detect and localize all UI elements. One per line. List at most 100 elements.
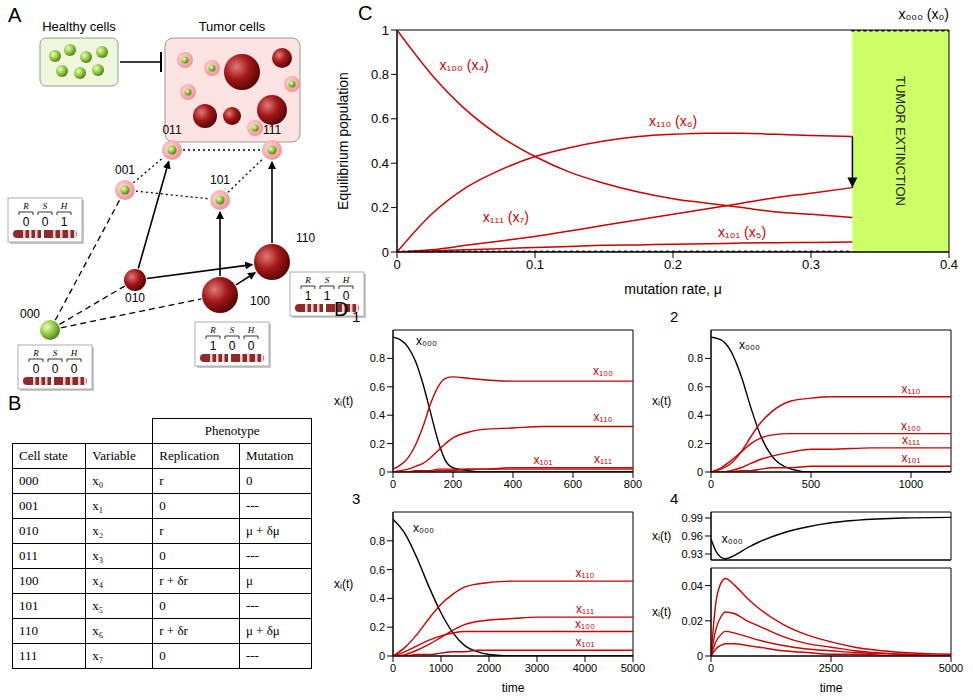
svg-text:0: 0 — [33, 362, 40, 376]
svg-text:000: 000 — [20, 307, 40, 321]
svg-text:x₁₀₀: x₁₀₀ — [575, 617, 595, 631]
svg-text:0.8: 0.8 — [370, 352, 385, 364]
svg-text:S: S — [325, 275, 330, 285]
svg-text:0.2: 0.2 — [371, 200, 389, 215]
svg-text:H: H — [60, 201, 68, 211]
svg-text:200: 200 — [444, 478, 462, 490]
svg-text:0.96: 0.96 — [682, 530, 703, 542]
svg-text:H: H — [247, 325, 255, 335]
svg-text:0.6: 0.6 — [370, 381, 385, 393]
svg-text:1: 1 — [210, 339, 217, 353]
svg-text:R: R — [32, 348, 39, 358]
svg-text:Healthy cells: Healthy cells — [42, 19, 116, 34]
svg-text:0.2: 0.2 — [664, 257, 682, 272]
svg-text:0.4: 0.4 — [371, 156, 389, 171]
svg-text:x₁₀₁: x₁₀₁ — [533, 453, 552, 467]
svg-text:1: 1 — [305, 289, 312, 303]
svg-text:R: R — [22, 201, 29, 211]
svg-text:S: S — [53, 348, 58, 358]
svg-text:x₀₀₀: x₀₀₀ — [739, 338, 760, 352]
svg-text:100: 100 — [250, 294, 270, 308]
svg-text:0.93: 0.93 — [682, 548, 703, 560]
svg-text:0: 0 — [390, 478, 396, 490]
svg-text:0: 0 — [71, 362, 78, 376]
svg-text:0: 0 — [379, 466, 385, 478]
svg-text:time: time — [820, 681, 843, 694]
svg-text:011: 011 — [162, 123, 181, 137]
svg-text:0.04: 0.04 — [682, 580, 703, 592]
svg-text:2000: 2000 — [477, 662, 501, 674]
svg-text:x₁₀₁: x₁₀₁ — [901, 451, 920, 465]
svg-text:x₀₀₀: x₀₀₀ — [722, 532, 743, 546]
svg-text:x₁₀₀: x₁₀₀ — [593, 364, 613, 378]
svg-text:x₁₁₁: x₁₁₁ — [594, 452, 612, 466]
svg-text:0: 0 — [379, 650, 385, 662]
svg-text:0: 0 — [382, 245, 389, 260]
svg-text:0.8: 0.8 — [371, 67, 389, 82]
svg-text:0: 0 — [708, 478, 714, 490]
svg-text:0: 0 — [697, 466, 703, 478]
svg-text:4000: 4000 — [573, 662, 597, 674]
svg-text:x₁₀₁ (x₅): x₁₀₁ (x₅) — [718, 224, 766, 240]
svg-text:0: 0 — [697, 650, 703, 662]
svg-text:1000: 1000 — [899, 478, 923, 490]
svg-text:010: 010 — [125, 291, 145, 305]
svg-text:x₁₀₀ (x₄): x₁₀₀ (x₄) — [440, 57, 489, 73]
svg-text:0.02: 0.02 — [682, 615, 703, 627]
svg-text:mutation rate, μ: mutation rate, μ — [624, 281, 722, 297]
svg-text:110: 110 — [296, 231, 315, 245]
svg-text:0.2: 0.2 — [688, 438, 703, 450]
svg-text:600: 600 — [564, 478, 582, 490]
svg-text:800: 800 — [624, 478, 642, 490]
svg-text:0.99: 0.99 — [682, 512, 703, 524]
svg-text:x₁₁₀: x₁₁₀ — [901, 382, 920, 396]
svg-text:5000: 5000 — [621, 662, 645, 674]
svg-text:0.4: 0.4 — [370, 409, 385, 421]
svg-text:2500: 2500 — [819, 662, 843, 674]
svg-text:0: 0 — [708, 662, 714, 674]
svg-text:x₀₀₀: x₀₀₀ — [416, 334, 437, 348]
svg-text:0.4: 0.4 — [688, 409, 703, 421]
svg-text:0.3: 0.3 — [802, 257, 820, 272]
svg-text:x₀₀₀: x₀₀₀ — [413, 521, 434, 535]
svg-text:0.8: 0.8 — [688, 352, 703, 364]
svg-text:R: R — [209, 325, 216, 335]
svg-text:0: 0 — [42, 215, 49, 229]
svg-text:500: 500 — [802, 478, 820, 490]
svg-text:S: S — [230, 325, 235, 335]
svg-text:S: S — [43, 201, 48, 211]
svg-text:0.6: 0.6 — [688, 381, 703, 393]
svg-text:x₁₁₁: x₁₁₁ — [576, 602, 594, 616]
svg-text:0.6: 0.6 — [370, 564, 385, 576]
svg-text:1: 1 — [382, 23, 389, 38]
svg-text:3000: 3000 — [525, 662, 549, 674]
svg-text:x₁₁₀ (x₆): x₁₁₀ (x₆) — [649, 113, 697, 129]
svg-text:x₁₁₀: x₁₁₀ — [575, 566, 594, 580]
svg-text:R: R — [304, 275, 311, 285]
svg-text:Equilibrium population: Equilibrium population — [335, 72, 351, 210]
svg-text:0.4: 0.4 — [940, 257, 958, 272]
svg-text:x₁₁₁ (x₇): x₁₁₁ (x₇) — [483, 209, 529, 225]
svg-text:TUMOR EXTINCTION: TUMOR EXTINCTION — [893, 76, 908, 206]
svg-text:Tumor cells: Tumor cells — [199, 19, 266, 34]
svg-text:0.8: 0.8 — [370, 535, 385, 547]
svg-text:0.1: 0.1 — [526, 257, 544, 272]
svg-text:001: 001 — [115, 163, 135, 177]
svg-text:x₁₀₁: x₁₀₁ — [575, 635, 594, 649]
svg-text:1: 1 — [61, 215, 68, 229]
svg-text:1: 1 — [324, 289, 331, 303]
svg-text:0.4: 0.4 — [370, 592, 385, 604]
svg-text:0: 0 — [52, 362, 59, 376]
svg-text:0: 0 — [393, 257, 400, 272]
svg-text:0.6: 0.6 — [371, 111, 389, 126]
svg-text:H: H — [70, 348, 78, 358]
svg-text:111: 111 — [263, 123, 282, 137]
svg-text:101: 101 — [210, 173, 230, 187]
svg-text:0.2: 0.2 — [370, 438, 385, 450]
svg-text:0: 0 — [23, 215, 30, 229]
svg-text:x₁₀₀: x₁₀₀ — [901, 419, 921, 433]
svg-text:x₁₁₁: x₁₁₁ — [902, 433, 920, 447]
svg-text:H: H — [342, 275, 350, 285]
svg-text:0: 0 — [390, 662, 396, 674]
svg-text:5000: 5000 — [939, 662, 963, 674]
